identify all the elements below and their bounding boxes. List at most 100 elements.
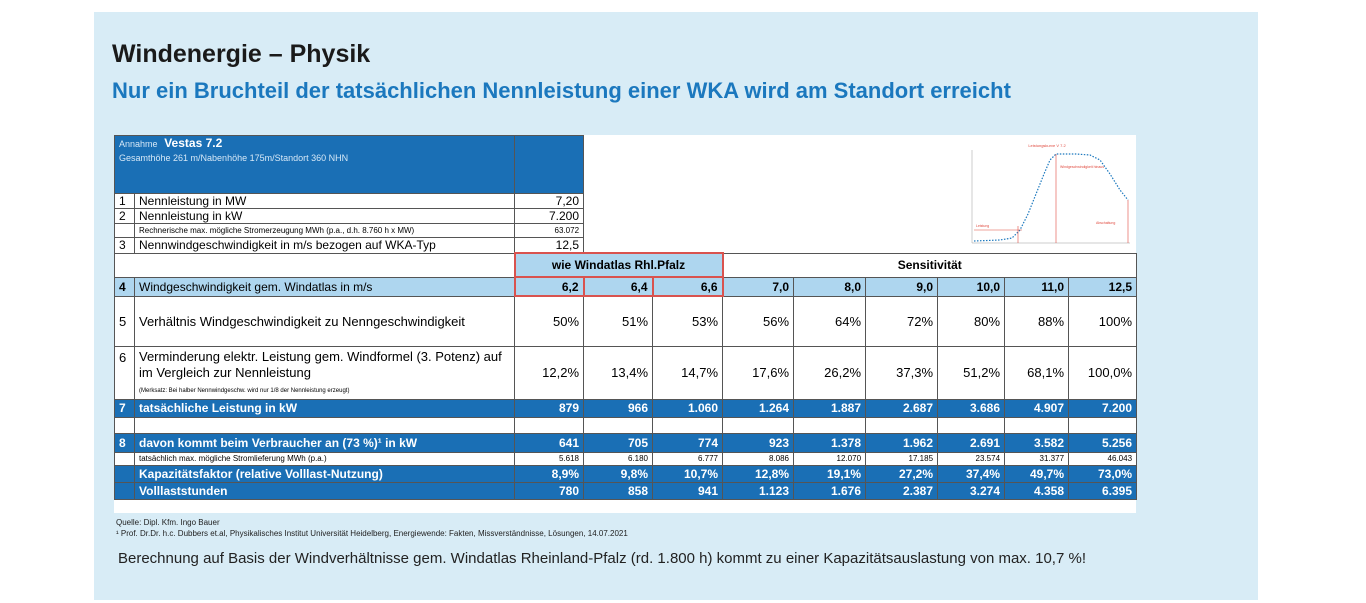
- spec-row: 2 Nennleistung in kW 7.200: [114, 208, 1137, 224]
- value-cell: 9,8%: [583, 464, 654, 483]
- table-row: 7 tatsächliche Leistung in kW 879 966 1.…: [114, 398, 1138, 418]
- value-cell: 72%: [865, 295, 939, 347]
- value-cell: 8,9%: [514, 464, 585, 483]
- power-curve-line: [973, 153, 1129, 242]
- value-cell: 100,0%: [1068, 345, 1138, 400]
- value-cell: 37,3%: [865, 345, 939, 400]
- header-cell: Annahme Vestas 7.2 Gesamthöhe 261 m/Nabe…: [113, 135, 516, 194]
- value-cell: 7,20: [514, 193, 585, 209]
- power-curve-chart: Leistungskurve V 7.2 Windgeschwindigkeit…: [971, 143, 1130, 244]
- hoehe-info: Gesamthöhe 261 m/Nabenhöhe 175m/Standort…: [119, 153, 349, 163]
- table-row: 8 davon kommt beim Verbraucher an (73 %)…: [114, 432, 1138, 453]
- value-cell: 11,0: [1004, 276, 1070, 297]
- value-cell: 6.777: [652, 451, 724, 466]
- row-label: Rechnerische max. mögliche Stromerzeugun…: [133, 223, 516, 238]
- row-number: 6: [114, 345, 135, 400]
- value-cell: 4.358: [1004, 481, 1070, 500]
- row-number: [114, 223, 135, 238]
- row-label: Volllaststunden: [133, 481, 516, 500]
- value-cell: 31.377: [1004, 451, 1070, 466]
- value-cell: 6,6: [651, 276, 724, 297]
- value-cell: 3.686: [937, 398, 1006, 418]
- row-label: tatsächliche Leistung in kW: [133, 398, 516, 418]
- row-number: [114, 481, 135, 500]
- row-number: 1: [114, 193, 135, 209]
- value-cell: 80%: [937, 295, 1006, 347]
- source-notes: Quelle: Dipl. Kfm. Ingo Bauer ¹ Prof. Dr…: [116, 517, 628, 539]
- row-label: Kapazitätsfaktor (relative Volllast-Nutz…: [133, 464, 516, 483]
- value-cell: 14,7%: [652, 345, 724, 400]
- value-cell: 8.086: [722, 451, 795, 466]
- value-cell: 941: [652, 481, 724, 500]
- value-cell: 2.691: [937, 432, 1006, 453]
- source-line: Quelle: Dipl. Kfm. Ingo Bauer: [116, 518, 220, 527]
- row-number: 2: [114, 208, 135, 224]
- value-cell: 1.264: [722, 398, 795, 418]
- value-cell: 51,2%: [937, 345, 1006, 400]
- thumb-label: Leistung: [976, 224, 989, 228]
- value-cell: 12,2%: [514, 345, 585, 400]
- thumb-label: Abschaltung: [1096, 221, 1115, 225]
- row-number: 8: [114, 432, 135, 453]
- wind-power-table: Annahme Vestas 7.2 Gesamthöhe 261 m/Nabe…: [113, 135, 1138, 500]
- value-cell: 5.618: [514, 451, 585, 466]
- value-cell: 1.378: [793, 432, 867, 453]
- value-cell: 641: [514, 432, 585, 453]
- value-cell: 19,1%: [793, 464, 867, 483]
- value-cell: 10,0: [937, 276, 1006, 297]
- row-label: davon kommt beim Verbraucher an (73 %)¹ …: [133, 432, 516, 453]
- value-cell: 923: [722, 432, 795, 453]
- value-cell: 26,2%: [793, 345, 867, 400]
- value-cell: 51%: [583, 295, 654, 347]
- value-cell: 100%: [1068, 295, 1138, 347]
- value-cell: 17,6%: [722, 345, 795, 400]
- value-cell: 12,5: [514, 237, 585, 254]
- value-cell: 46.043: [1068, 451, 1138, 466]
- group-windatlas: wie Windatlas Rhl.Pfalz: [513, 252, 724, 278]
- value-cell: 10,7%: [652, 464, 724, 483]
- row-label: Nennwindgeschwindigkeit in m/s bezogen a…: [133, 237, 516, 254]
- row-number: [114, 464, 135, 483]
- value-cell: 2.687: [865, 398, 939, 418]
- row-label: Verhältnis Windgeschwindigkeit zu Nennge…: [133, 295, 516, 347]
- value-cell: 63.072: [514, 223, 585, 238]
- table-row: 6 Verminderung elektr. Leistung gem. Win…: [114, 345, 1138, 400]
- value-cell: 1.676: [793, 481, 867, 500]
- value-cell: 13,4%: [583, 345, 654, 400]
- value-cell: 4.907: [1004, 398, 1070, 418]
- data-sheet: Annahme Vestas 7.2 Gesamthöhe 261 m/Nabe…: [113, 135, 1138, 513]
- value-cell: 27,2%: [865, 464, 939, 483]
- value-cell: 1.123: [722, 481, 795, 500]
- value-cell: 88%: [1004, 295, 1070, 347]
- row-label: Verminderung elektr. Leistung gem. Windf…: [133, 345, 516, 400]
- value-cell: 12,8%: [722, 464, 795, 483]
- value-cell: 7.200: [514, 208, 585, 224]
- header-blue-cell: [514, 135, 585, 194]
- value-cell: 7.200: [1068, 398, 1138, 418]
- value-cell: 56%: [722, 295, 795, 347]
- value-cell: 49,7%: [1004, 464, 1070, 483]
- value-cell: 6,2: [513, 276, 585, 297]
- value-cell: 3.274: [937, 481, 1006, 500]
- spec-row: Rechnerische max. mögliche Stromerzeugun…: [114, 223, 1137, 238]
- annahme-label: Annahme: [119, 139, 158, 149]
- value-cell: 705: [583, 432, 654, 453]
- row-number: 4: [114, 276, 135, 297]
- group-sensitivity: Sensitivität: [722, 252, 1138, 278]
- value-cell: 3.582: [1004, 432, 1070, 453]
- thumb-title: Leistungskurve V 7.2: [1028, 143, 1066, 148]
- value-cell: 12,5: [1068, 276, 1138, 297]
- table-row: Volllaststunden 780 858 941 1.123 1.676 …: [114, 481, 1138, 500]
- conclusion-text: Berechnung auf Basis der Windverhältniss…: [118, 550, 1086, 567]
- power-curve-thumbnail: Leistungskurve V 7.2 Windgeschwindigkeit…: [960, 138, 1134, 253]
- row-number: 5: [114, 295, 135, 347]
- value-cell: 1.887: [793, 398, 867, 418]
- value-cell: 879: [514, 398, 585, 418]
- thumb-label: Windgeschwindigkeit hinaus: [1060, 165, 1104, 169]
- value-cell: 9,0: [865, 276, 939, 297]
- table-row: Kapazitätsfaktor (relative Volllast-Nutz…: [114, 464, 1138, 483]
- value-cell: 774: [652, 432, 724, 453]
- value-cell: 6.395: [1068, 481, 1138, 500]
- row-label: Nennleistung in kW: [133, 208, 516, 224]
- table-row: 5 Verhältnis Windgeschwindigkeit zu Nenn…: [114, 295, 1138, 347]
